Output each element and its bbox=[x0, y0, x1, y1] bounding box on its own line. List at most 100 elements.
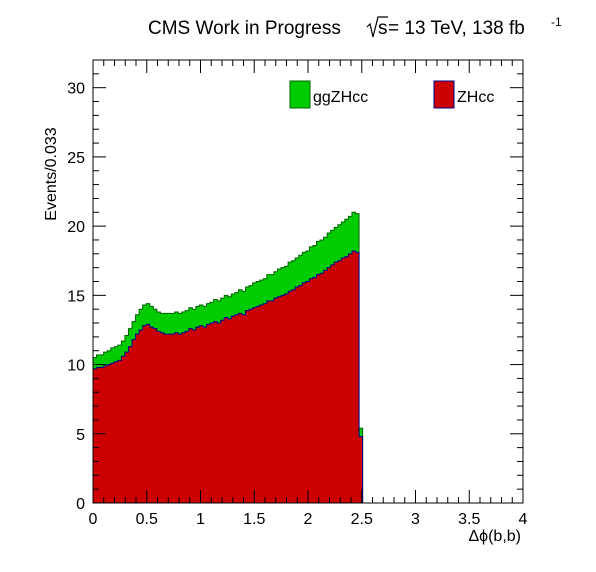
y-tick-label: 20 bbox=[67, 219, 85, 236]
zhcc-bin bbox=[295, 287, 300, 503]
zhcc-bin bbox=[103, 365, 108, 503]
zhcc-bin bbox=[156, 331, 161, 503]
zhcc-bin bbox=[213, 321, 218, 503]
x-tick-label: 1 bbox=[196, 511, 205, 528]
x-axis-label: Δϕ(b,b) bbox=[468, 528, 521, 545]
zhcc-bin bbox=[270, 300, 275, 503]
zhcc-bin bbox=[309, 278, 314, 503]
zhcc-bin bbox=[334, 262, 339, 503]
series-zhcc-outline bbox=[93, 250, 364, 503]
x-tick-label: 0.5 bbox=[136, 511, 158, 528]
y-tick-label: 15 bbox=[67, 288, 85, 305]
zhcc-bin bbox=[245, 310, 250, 503]
zhcc-bin bbox=[163, 334, 168, 503]
zhcc-bin bbox=[202, 327, 207, 503]
zhcc-bin bbox=[241, 314, 246, 503]
legend-entry-ggzhcc: ggZHcc bbox=[289, 80, 368, 109]
x-tick-label: 1.5 bbox=[243, 511, 265, 528]
zhcc-bin bbox=[256, 306, 261, 503]
zhcc-bin bbox=[217, 323, 222, 503]
zhcc-bin bbox=[128, 346, 133, 503]
zhcc-bin bbox=[344, 256, 349, 503]
y-tick-label: 0 bbox=[76, 496, 85, 513]
zhcc-bin bbox=[327, 267, 332, 503]
zhcc-bin bbox=[210, 323, 215, 503]
zhcc-bin bbox=[160, 332, 165, 503]
zhcc-bin bbox=[220, 320, 225, 503]
zhcc-bin bbox=[199, 325, 204, 503]
y-axis: 0 5 10 15 20 25 30 bbox=[67, 59, 523, 513]
zhcc-bin bbox=[348, 253, 353, 503]
series-ggzhcc-outline bbox=[93, 211, 364, 503]
chart-title-energy: = 13 TeV, 138 fb bbox=[388, 18, 525, 39]
series-zhcc bbox=[93, 251, 364, 503]
zhcc-bin bbox=[302, 282, 307, 503]
zhcc-bin bbox=[298, 285, 303, 503]
zhcc-bin bbox=[121, 356, 126, 503]
zhcc-bin bbox=[171, 334, 175, 503]
zhcc-bin bbox=[206, 324, 211, 503]
zhcc-bin bbox=[107, 364, 112, 503]
zhcc-bin bbox=[320, 273, 324, 503]
zhcc-bin bbox=[178, 334, 183, 503]
y-tick-label: 5 bbox=[76, 427, 85, 444]
zhcc-bin bbox=[355, 252, 360, 503]
x-tick-label: 0 bbox=[89, 511, 98, 528]
y-tick-label: 10 bbox=[67, 358, 85, 375]
chart-title-superscript: -1 bbox=[551, 15, 562, 29]
zhcc-bin bbox=[249, 309, 254, 503]
zhcc-bin bbox=[234, 314, 239, 503]
y-tick-label: 25 bbox=[67, 150, 85, 167]
zhcc-bin bbox=[139, 329, 144, 503]
zhcc-bin bbox=[167, 334, 172, 503]
zhcc-bin bbox=[153, 328, 158, 503]
zhcc-bin bbox=[142, 325, 147, 503]
zhcc-bin bbox=[273, 298, 278, 503]
x-tick-label: 4 bbox=[519, 511, 528, 528]
zhcc-bin bbox=[266, 300, 271, 503]
zhcc-bin bbox=[288, 291, 293, 503]
sqrt-symbol bbox=[366, 16, 388, 38]
zhcc-bin bbox=[259, 305, 264, 503]
legend-label-zhcc: ZHcc bbox=[457, 89, 494, 106]
zhcc-bin bbox=[188, 328, 193, 503]
legend-label-ggzhcc: ggZHcc bbox=[313, 89, 368, 106]
zhcc-bin bbox=[93, 368, 97, 503]
zhcc-bin bbox=[96, 367, 101, 503]
x-tick-label: 2.5 bbox=[351, 511, 373, 528]
zhcc-bin bbox=[114, 361, 119, 503]
zhcc-bin bbox=[263, 303, 268, 503]
chart-title-main: CMS Work in Progress bbox=[148, 18, 341, 39]
zhcc-bin bbox=[181, 332, 186, 503]
zhcc-bin bbox=[305, 281, 310, 503]
zhcc-bin bbox=[323, 270, 328, 503]
x-tick-label: 3 bbox=[411, 511, 420, 528]
zhcc-bin bbox=[252, 307, 257, 503]
zhcc-bin bbox=[146, 324, 151, 503]
zhcc-bin bbox=[330, 264, 335, 503]
zhcc-bin bbox=[117, 360, 122, 503]
zhcc-bin bbox=[277, 296, 282, 503]
x-tick-label: 3.5 bbox=[458, 511, 480, 528]
zhcc-bin bbox=[224, 317, 229, 503]
legend-swatch-ggzhcc bbox=[289, 80, 311, 109]
zhcc-bin bbox=[291, 289, 296, 503]
x-tick-label: 2 bbox=[304, 511, 313, 528]
y-axis-label: Events/0.033 bbox=[43, 127, 60, 221]
zhcc-bin bbox=[192, 329, 197, 503]
zhcc-bin bbox=[337, 260, 342, 503]
chart-title-energy-s: s bbox=[378, 18, 388, 39]
zhcc-bin bbox=[231, 316, 236, 503]
zhcc-bin bbox=[312, 277, 317, 503]
zhcc-bin bbox=[135, 334, 140, 503]
legend-swatch-zhcc bbox=[433, 80, 455, 109]
zhcc-bin bbox=[132, 339, 136, 503]
zhcc-bin bbox=[351, 251, 356, 503]
legend-entry-zhcc: ZHcc bbox=[433, 80, 494, 109]
zhcc-bin bbox=[195, 327, 200, 503]
y-tick-label: 30 bbox=[67, 81, 85, 98]
zhcc-bin bbox=[185, 331, 190, 503]
zhcc-bin bbox=[149, 327, 154, 503]
zhcc-bin bbox=[227, 318, 232, 503]
